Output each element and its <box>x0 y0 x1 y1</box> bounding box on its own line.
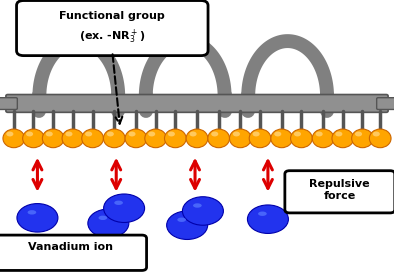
FancyBboxPatch shape <box>6 95 388 112</box>
Ellipse shape <box>165 129 186 148</box>
Text: Functional group: Functional group <box>59 11 165 21</box>
FancyBboxPatch shape <box>377 98 394 110</box>
FancyBboxPatch shape <box>0 98 17 110</box>
Ellipse shape <box>291 129 312 148</box>
Ellipse shape <box>46 132 53 136</box>
Ellipse shape <box>148 132 155 136</box>
Ellipse shape <box>190 132 197 136</box>
Ellipse shape <box>271 129 292 148</box>
Ellipse shape <box>107 132 114 136</box>
Ellipse shape <box>274 132 281 136</box>
Ellipse shape <box>103 129 125 148</box>
Circle shape <box>167 211 208 239</box>
Text: (ex. -NR$_3^+$): (ex. -NR$_3^+$) <box>79 27 145 46</box>
Ellipse shape <box>3 129 25 148</box>
Ellipse shape <box>6 132 13 136</box>
Ellipse shape <box>43 129 64 148</box>
Ellipse shape <box>177 218 186 222</box>
Ellipse shape <box>253 132 260 136</box>
Ellipse shape <box>23 129 45 148</box>
Ellipse shape <box>316 132 323 136</box>
Circle shape <box>182 197 223 225</box>
Ellipse shape <box>312 129 334 148</box>
Ellipse shape <box>168 132 175 136</box>
Ellipse shape <box>62 129 84 148</box>
Ellipse shape <box>335 132 342 136</box>
Ellipse shape <box>351 129 373 148</box>
Ellipse shape <box>332 129 353 148</box>
Ellipse shape <box>85 132 92 136</box>
Ellipse shape <box>28 210 36 215</box>
Ellipse shape <box>294 132 301 136</box>
Text: Repulsive
force: Repulsive force <box>309 179 370 201</box>
Ellipse shape <box>128 132 136 136</box>
Ellipse shape <box>65 132 72 136</box>
Ellipse shape <box>369 129 391 148</box>
Ellipse shape <box>193 203 202 208</box>
Ellipse shape <box>186 129 208 148</box>
Ellipse shape <box>26 132 33 136</box>
FancyBboxPatch shape <box>17 1 208 56</box>
FancyBboxPatch shape <box>0 235 147 270</box>
Ellipse shape <box>125 129 147 148</box>
Circle shape <box>104 194 145 222</box>
Ellipse shape <box>211 132 218 136</box>
Ellipse shape <box>355 132 362 136</box>
Ellipse shape <box>258 212 267 216</box>
Ellipse shape <box>114 201 123 205</box>
Circle shape <box>88 209 129 238</box>
Circle shape <box>247 205 288 233</box>
Ellipse shape <box>208 129 229 148</box>
Ellipse shape <box>249 129 271 148</box>
Ellipse shape <box>98 216 107 220</box>
Ellipse shape <box>145 129 167 148</box>
Ellipse shape <box>373 132 380 136</box>
Ellipse shape <box>229 129 251 148</box>
Text: Vanadium ion: Vanadium ion <box>28 242 113 252</box>
Circle shape <box>17 204 58 232</box>
Ellipse shape <box>233 132 240 136</box>
FancyBboxPatch shape <box>285 171 394 213</box>
Ellipse shape <box>82 129 103 148</box>
